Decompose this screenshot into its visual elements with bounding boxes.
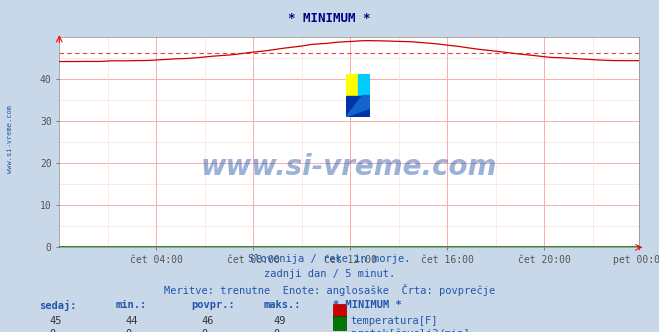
Text: * MINIMUM *: * MINIMUM * bbox=[333, 300, 401, 310]
Text: 45: 45 bbox=[49, 316, 62, 326]
Text: pretok[čevelj3/min]: pretok[čevelj3/min] bbox=[351, 329, 469, 332]
Polygon shape bbox=[347, 96, 370, 117]
Bar bbox=[358, 74, 370, 96]
Polygon shape bbox=[347, 96, 370, 117]
Text: * MINIMUM *: * MINIMUM * bbox=[288, 12, 371, 25]
Text: min.:: min.: bbox=[115, 300, 146, 310]
Text: 46: 46 bbox=[201, 316, 214, 326]
Text: zadnji dan / 5 minut.: zadnji dan / 5 minut. bbox=[264, 269, 395, 279]
Bar bbox=[347, 74, 358, 96]
Text: Slovenija / reke in morje.: Slovenija / reke in morje. bbox=[248, 254, 411, 264]
Text: 49: 49 bbox=[273, 316, 286, 326]
Text: povpr.:: povpr.: bbox=[191, 300, 235, 310]
Text: www.si-vreme.com: www.si-vreme.com bbox=[7, 106, 13, 173]
Text: maks.:: maks.: bbox=[264, 300, 301, 310]
Text: 44: 44 bbox=[125, 316, 138, 326]
Text: 0: 0 bbox=[125, 329, 131, 332]
Text: 0: 0 bbox=[49, 329, 55, 332]
Text: www.si-vreme.com: www.si-vreme.com bbox=[201, 153, 498, 181]
Text: 0: 0 bbox=[273, 329, 279, 332]
Text: Meritve: trenutne  Enote: anglosaške  Črta: povprečje: Meritve: trenutne Enote: anglosaške Črta… bbox=[164, 284, 495, 296]
Text: sedaj:: sedaj: bbox=[40, 300, 77, 311]
Text: temperatura[F]: temperatura[F] bbox=[351, 316, 438, 326]
Text: 0: 0 bbox=[201, 329, 207, 332]
